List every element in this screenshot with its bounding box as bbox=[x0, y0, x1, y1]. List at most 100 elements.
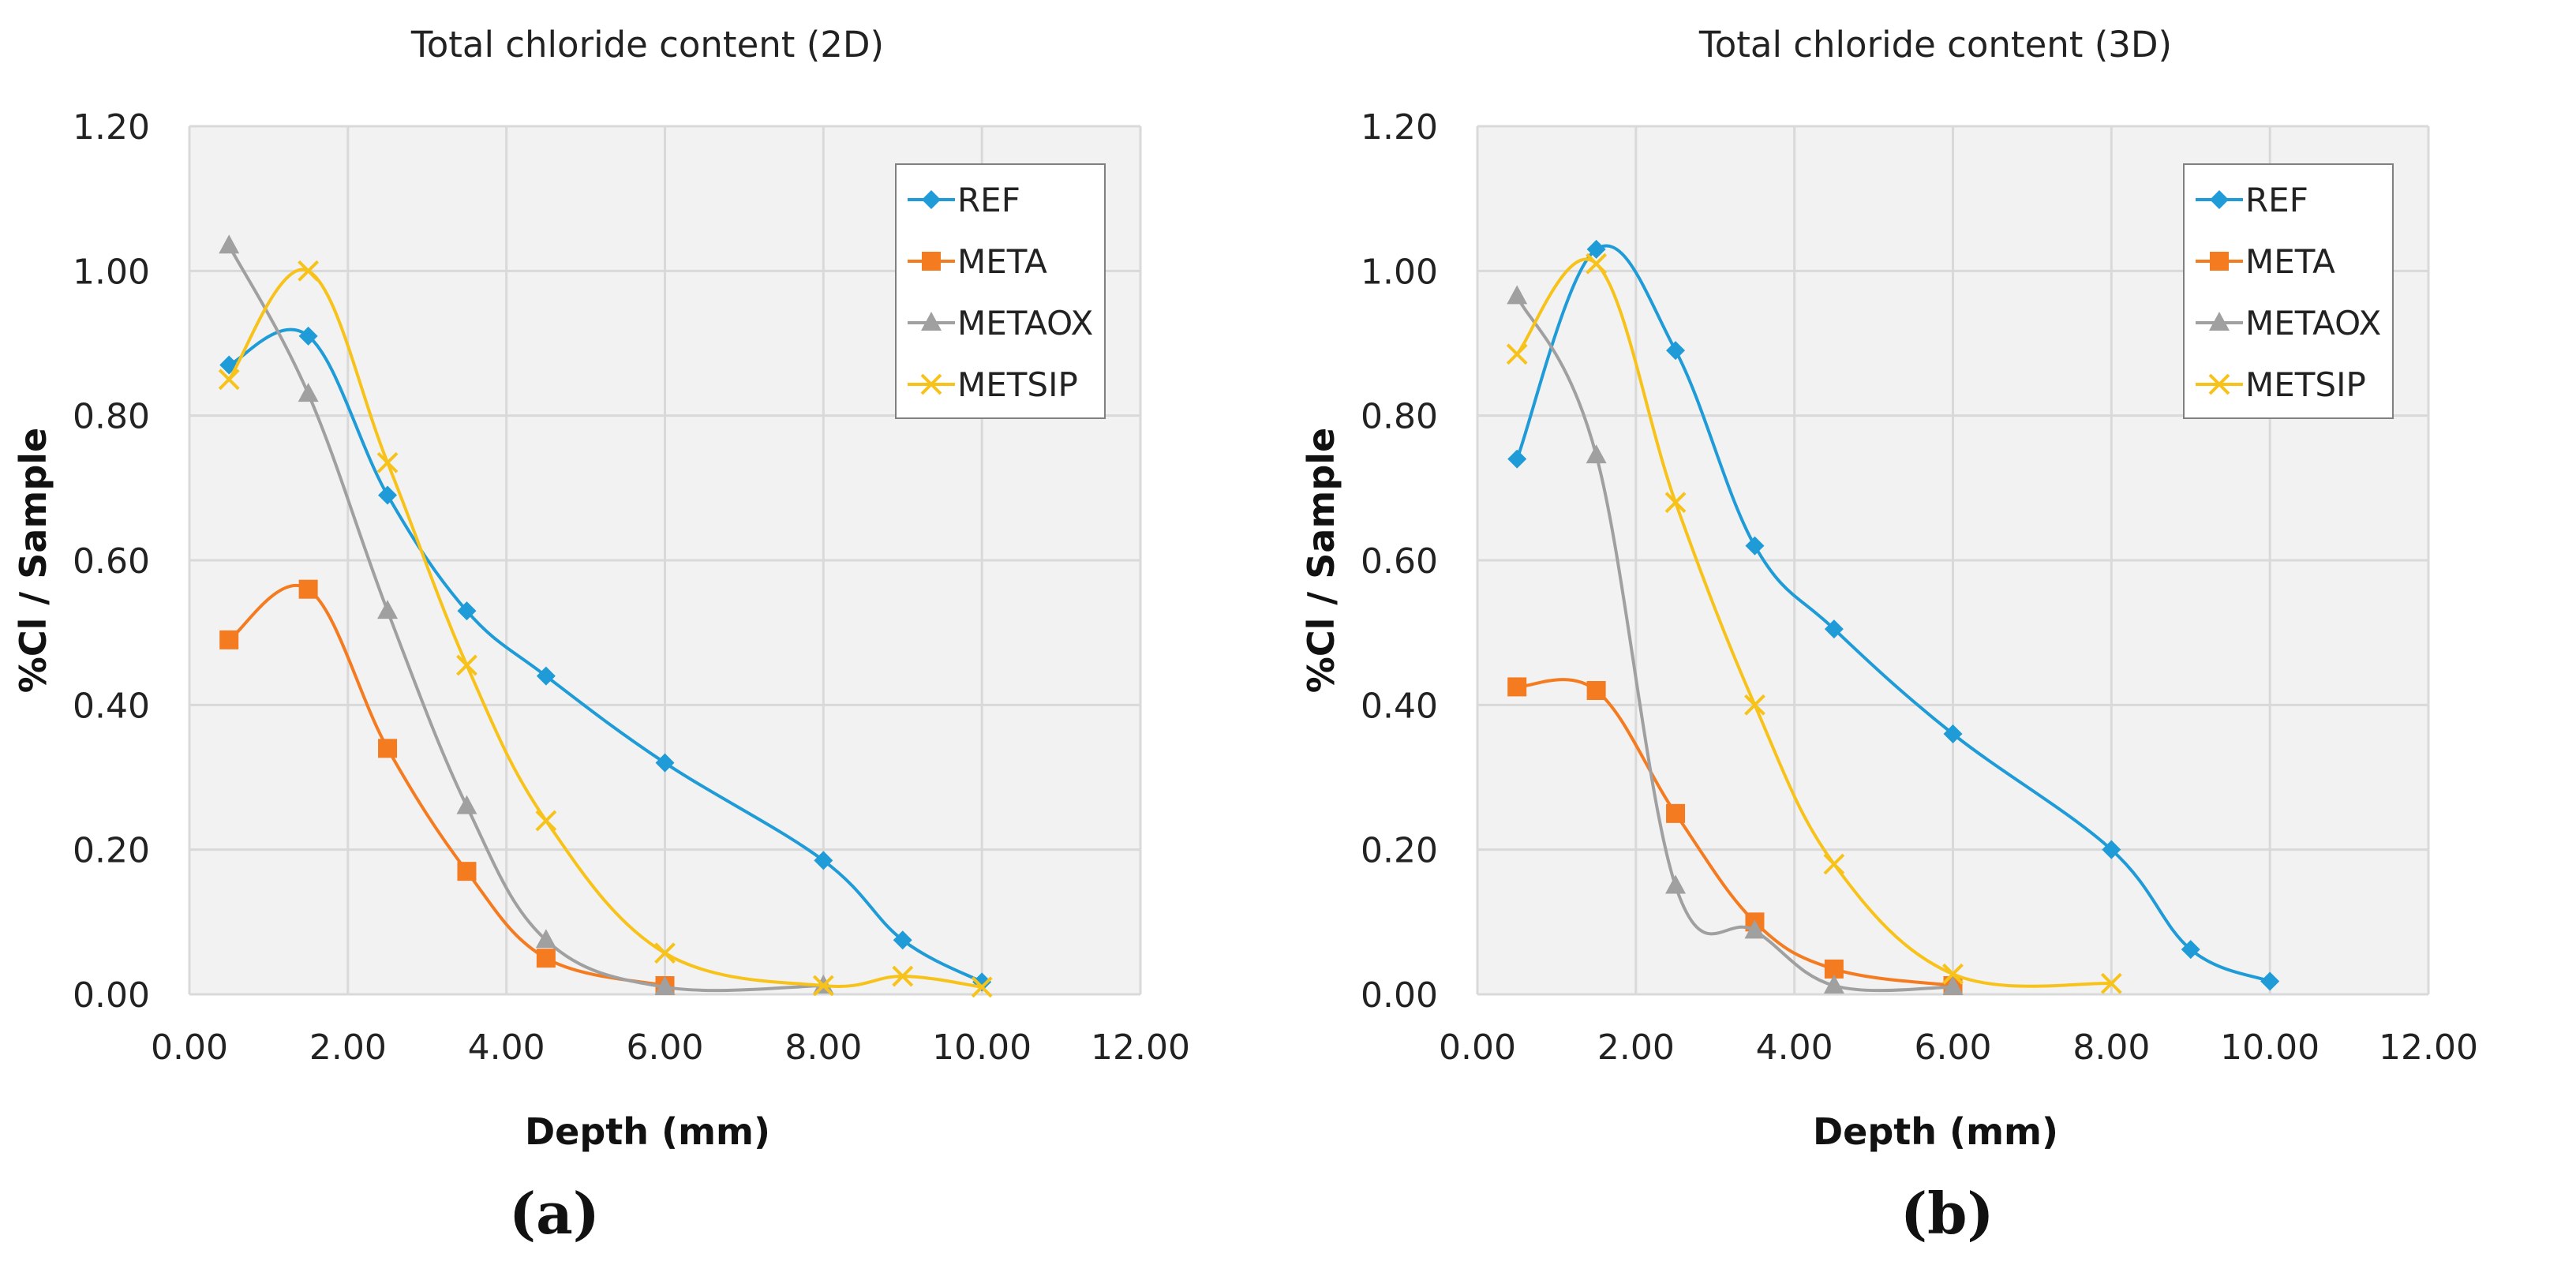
legend-label-ref: REF bbox=[957, 181, 1020, 219]
legend-marker-metsip bbox=[2208, 373, 2230, 395]
x-tick-label: 8.00 bbox=[784, 1027, 862, 1068]
y-tick-label: 1.00 bbox=[73, 252, 150, 292]
legend-marker-ref bbox=[2210, 190, 2229, 209]
y-tick-label: 0.40 bbox=[73, 686, 150, 726]
data-point-ref bbox=[298, 326, 318, 346]
y-tick-label: 0.60 bbox=[73, 541, 150, 582]
data-point-metsip bbox=[1744, 694, 1765, 716]
series-ref bbox=[219, 326, 992, 992]
data-point-ref bbox=[1666, 341, 1686, 361]
x-tick-label: 10.00 bbox=[932, 1027, 1032, 1068]
data-point-ref bbox=[457, 601, 477, 621]
data-point-meta bbox=[536, 949, 556, 968]
data-point-metaox bbox=[1586, 444, 1607, 464]
data-point-metaox bbox=[219, 234, 240, 254]
data-point-metaox bbox=[456, 795, 477, 814]
data-point-ref bbox=[2260, 971, 2280, 991]
data-point-metsip bbox=[971, 976, 993, 998]
data-point-ref bbox=[1943, 724, 1963, 743]
data-point-metaox bbox=[1942, 975, 1964, 995]
data-point-ref bbox=[1507, 449, 1527, 469]
legend-label-metaox: METAOX bbox=[957, 304, 1093, 342]
data-point-meta bbox=[457, 862, 477, 881]
y-tick-label: 0.80 bbox=[73, 397, 150, 437]
y-axis-label: %Cl / Sample bbox=[12, 428, 54, 693]
legend-marker-meta bbox=[2210, 252, 2229, 271]
x-tick-label: 12.00 bbox=[2379, 1027, 2478, 1068]
y-tick-label: 1.00 bbox=[1361, 252, 1438, 292]
chart-title: Total chloride content (3D) bbox=[1698, 24, 2172, 65]
data-point-metaox bbox=[1507, 285, 1528, 305]
data-point-metaox bbox=[654, 975, 676, 995]
x-tick-label: 6.00 bbox=[1915, 1027, 1992, 1068]
chart-title: Total chloride content (2D) bbox=[410, 24, 884, 65]
x-tick-label: 2.00 bbox=[1597, 1027, 1675, 1068]
x-tick-label: 4.00 bbox=[468, 1027, 545, 1068]
legend: REF META METAOX METSIP bbox=[895, 163, 1106, 419]
data-point-ref bbox=[1586, 239, 1606, 259]
data-point-ref bbox=[1745, 536, 1765, 556]
legend-marker-meta bbox=[922, 252, 941, 271]
x-tick-label: 10.00 bbox=[2220, 1027, 2320, 1068]
chart-panel-a: 0.00 0.20 0.40 0.60 0.80 1.00 1.20 0.00 2.00 4.00… bbox=[0, 0, 1288, 1262]
data-point-meta bbox=[378, 739, 398, 758]
data-point-meta bbox=[1586, 681, 1606, 700]
series-ref bbox=[1507, 239, 2280, 991]
legend-label-meta: META bbox=[957, 242, 1047, 281]
y-tick-label: 1.20 bbox=[73, 107, 150, 148]
x-tick-label: 12.00 bbox=[1091, 1027, 1190, 1068]
x-tick-label: 2.00 bbox=[309, 1027, 387, 1068]
data-point-meta bbox=[1507, 677, 1527, 697]
legend-marker-metaox bbox=[2209, 312, 2230, 331]
data-point-metaox bbox=[1744, 919, 1765, 939]
legend-label-metsip: METSIP bbox=[957, 365, 1078, 404]
series-line-ref bbox=[1515, 244, 2271, 983]
caption-b: (b) bbox=[1900, 1180, 1994, 1247]
data-point-metsip bbox=[1506, 343, 1528, 365]
legend-label-metaox: METAOX bbox=[2245, 304, 2381, 342]
x-tick-label: 0.00 bbox=[1439, 1027, 1516, 1068]
chart-a-svg: 0.00 0.20 0.40 0.60 0.80 1.00 1.20 0.00 2.00 4.00… bbox=[12, 24, 1190, 1153]
legend-label-ref: REF bbox=[2245, 181, 2308, 219]
series-line-metsip bbox=[227, 268, 983, 989]
y-tick-label: 0.40 bbox=[1361, 686, 1438, 726]
y-tick-label: 0.00 bbox=[1361, 975, 1438, 1016]
series-metaox bbox=[1507, 285, 1964, 995]
data-point-metsip bbox=[298, 260, 320, 282]
y-tick-label: 0.00 bbox=[73, 975, 150, 1016]
data-point-ref bbox=[655, 753, 675, 773]
data-point-metaox bbox=[1823, 975, 1844, 994]
legend-marker-metaox bbox=[921, 312, 942, 331]
data-point-metsip bbox=[1664, 492, 1687, 514]
legend-marker-ref bbox=[922, 190, 941, 209]
x-tick-label: 6.00 bbox=[627, 1027, 704, 1068]
y-tick-label: 0.80 bbox=[1361, 397, 1438, 437]
x-tick-label: 8.00 bbox=[2072, 1027, 2150, 1068]
data-point-ref bbox=[1824, 619, 1844, 639]
data-point-meta bbox=[219, 630, 239, 649]
y-tick-label: 0.60 bbox=[1361, 541, 1438, 582]
data-point-metsip bbox=[1942, 963, 1964, 985]
data-point-ref bbox=[536, 666, 556, 686]
series-metsip bbox=[218, 260, 993, 998]
data-point-metaox bbox=[535, 929, 556, 949]
data-point-metaox bbox=[298, 383, 319, 402]
data-point-meta bbox=[298, 579, 318, 599]
data-point-metsip bbox=[376, 451, 399, 473]
legend: REF META METAOX METSIP bbox=[2183, 163, 2394, 419]
data-point-ref bbox=[893, 930, 912, 950]
data-point-metsip bbox=[218, 369, 240, 391]
data-point-ref bbox=[814, 851, 833, 870]
data-point-metsip bbox=[1823, 853, 1845, 875]
data-point-metsip bbox=[456, 654, 477, 676]
legend-label-meta: META bbox=[2245, 242, 2335, 281]
data-point-meta bbox=[1666, 803, 1686, 823]
y-tick-label: 1.20 bbox=[1361, 107, 1438, 148]
x-axis-label: Depth (mm) bbox=[1813, 1110, 2058, 1153]
gridlines bbox=[188, 125, 1142, 996]
x-tick-label: 4.00 bbox=[1756, 1027, 1833, 1068]
data-point-metsip bbox=[1586, 253, 1608, 275]
data-point-metaox bbox=[377, 600, 399, 619]
chart-b-svg: 0.00 0.20 0.40 0.60 0.80 1.00 1.20 0.00 2.00 4.00… bbox=[1300, 24, 2478, 1153]
data-point-metsip bbox=[2100, 972, 2122, 994]
